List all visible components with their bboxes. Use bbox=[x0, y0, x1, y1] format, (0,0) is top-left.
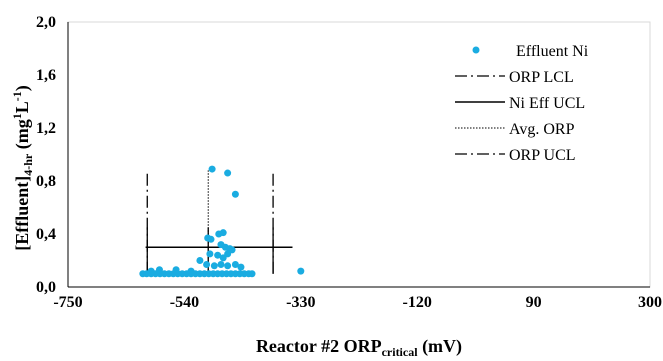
data-point bbox=[237, 263, 245, 271]
x-axis-label-sub: critical bbox=[382, 345, 419, 359]
effluent-ni-points bbox=[139, 165, 305, 278]
y-axis-label-sub: 4-hr bbox=[21, 153, 35, 176]
data-point bbox=[248, 270, 256, 278]
data-point bbox=[203, 260, 211, 268]
y-tick-label: 1,6 bbox=[36, 67, 56, 84]
legend-label-effluent-ni: Effluent Ni bbox=[516, 43, 589, 60]
y-axis-label-unit-mid: L bbox=[12, 101, 32, 113]
x-tick-label: -540 bbox=[170, 294, 199, 311]
x-axis-label-main: Reactor #2 ORP bbox=[256, 336, 382, 356]
y-tick-label: 1,2 bbox=[36, 120, 56, 137]
y-tick-label: 0,8 bbox=[36, 173, 56, 190]
legend: Effluent Ni ORP LCL Ni Eff UCL Avg. ORP … bbox=[455, 43, 589, 164]
y-axis-label-unit-open: (mg bbox=[12, 119, 33, 154]
data-point bbox=[231, 260, 239, 268]
y-axis-label-sup2: -1 bbox=[10, 91, 24, 101]
y-tick-label: 0,0 bbox=[36, 279, 56, 296]
x-axis-label-unit: (mV) bbox=[418, 336, 462, 357]
data-point bbox=[219, 254, 227, 262]
x-tick-label: 90 bbox=[526, 294, 542, 311]
data-point bbox=[208, 165, 216, 173]
y-tick-label: 2,0 bbox=[36, 14, 56, 31]
data-point bbox=[231, 190, 239, 198]
data-point bbox=[214, 251, 222, 259]
y-axis-label-sup1: 1 bbox=[10, 113, 24, 119]
data-point bbox=[210, 262, 218, 270]
data-point bbox=[228, 246, 236, 254]
x-tick-label: 300 bbox=[638, 294, 662, 311]
y-axis-label: [Effluent]4-hr (mg1L-1) bbox=[10, 85, 35, 251]
data-point bbox=[207, 235, 215, 243]
legend-label-ni-eff-ucl: Ni Eff UCL bbox=[509, 95, 585, 112]
x-tick-label: -120 bbox=[403, 294, 432, 311]
y-tick-labels: 0,0 0,4 0,8 1,2 1,6 2,0 bbox=[36, 14, 56, 296]
x-axis-label: Reactor #2 ORPcritical (mV) bbox=[256, 336, 462, 359]
x-tick-label: -330 bbox=[286, 294, 315, 311]
data-point bbox=[219, 229, 227, 237]
x-tick-labels: -750 -540 -330 -120 90 300 bbox=[53, 294, 662, 311]
data-point bbox=[196, 257, 204, 264]
legend-marker-effluent-ni bbox=[472, 46, 480, 54]
data-point bbox=[297, 267, 305, 275]
y-tick-label: 0,4 bbox=[36, 226, 56, 243]
legend-label-avg-orp: Avg. ORP bbox=[509, 121, 575, 138]
legend-label-orp-lcl: ORP LCL bbox=[509, 69, 574, 86]
y-axis-label-main: [Effluent] bbox=[12, 176, 32, 251]
data-point bbox=[224, 169, 232, 177]
data-point bbox=[206, 250, 214, 258]
y-axis-label-unit-close: ) bbox=[12, 85, 33, 91]
data-point bbox=[224, 262, 232, 270]
data-point bbox=[217, 260, 225, 268]
x-tick-label: -750 bbox=[53, 294, 82, 311]
legend-label-orp-ucl: ORP UCL bbox=[509, 147, 576, 164]
